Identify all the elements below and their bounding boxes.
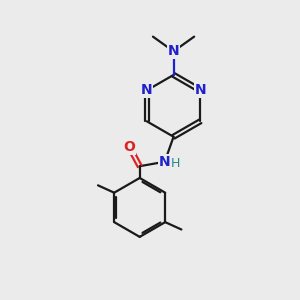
Text: N: N xyxy=(168,44,179,58)
Text: N: N xyxy=(194,83,206,98)
Text: N: N xyxy=(141,83,153,98)
Text: H: H xyxy=(170,157,180,170)
Text: O: O xyxy=(124,140,135,154)
Text: N: N xyxy=(159,155,170,169)
